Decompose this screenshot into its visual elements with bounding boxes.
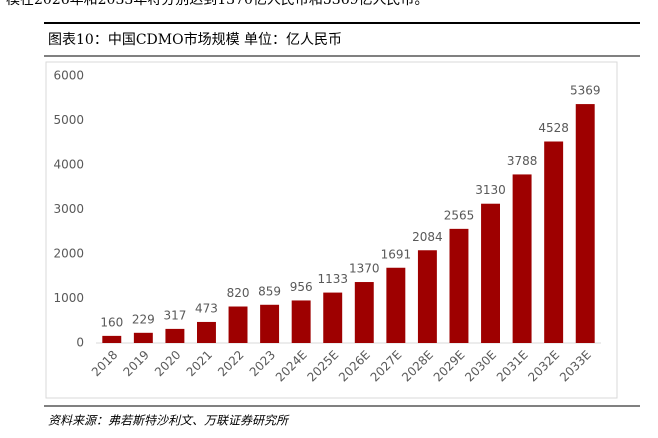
value-label: 1133 — [317, 272, 348, 286]
bar — [228, 306, 248, 343]
bar — [512, 174, 532, 343]
x-tick-label: 2019 — [120, 348, 151, 379]
value-label: 2565 — [444, 208, 475, 222]
bar — [544, 141, 564, 343]
value-label: 1370 — [349, 262, 380, 276]
y-tick-label: 1000 — [53, 291, 84, 305]
x-tick-label: 2033E — [557, 348, 594, 385]
y-tick-label: 5000 — [53, 113, 84, 127]
y-tick-label: 0 — [76, 336, 84, 350]
bar — [197, 321, 216, 343]
bar — [323, 292, 343, 343]
value-label: 3130 — [475, 183, 506, 197]
x-tick-label: 2024E — [273, 348, 310, 385]
chart-frame — [45, 61, 618, 399]
x-tick-label: 2029E — [431, 348, 468, 385]
x-tick-label: 2021 — [184, 348, 215, 379]
value-label: 956 — [290, 280, 313, 294]
value-label: 160 — [100, 315, 123, 329]
x-tick-label: 2027E — [368, 348, 405, 385]
bar — [417, 250, 437, 343]
value-label: 317 — [163, 308, 186, 322]
bar — [165, 328, 185, 343]
x-tick-label: 2028E — [399, 348, 436, 385]
y-tick-label: 6000 — [53, 69, 84, 83]
bar — [481, 203, 500, 343]
y-tick-label: 2000 — [53, 247, 84, 261]
bar — [386, 267, 406, 343]
bar — [575, 104, 595, 343]
x-tick-label: 2025E — [304, 348, 341, 385]
x-tick-label: 2031E — [494, 348, 531, 385]
bar — [133, 332, 153, 343]
x-tick-label: 2030E — [462, 348, 499, 385]
bar — [102, 335, 122, 343]
source-note: 资料来源：弗若斯特沙利文、万联证券研究所 — [48, 414, 290, 428]
plot: 0 1000 2000 3000 4000 5000 6000 2018 160 2019 229 2… — [53, 69, 601, 385]
value-label: 473 — [195, 301, 218, 315]
value-label: 229 — [132, 312, 155, 326]
bar — [354, 282, 374, 343]
x-tick-label: 2022 — [215, 348, 246, 379]
value-label: 820 — [227, 286, 250, 300]
bar — [291, 300, 311, 343]
x-tick-label: 2018 — [89, 348, 120, 379]
bar — [449, 228, 469, 343]
y-tick-label: 3000 — [53, 202, 84, 216]
intro-text: 模在2026年和2033年将分别达到1370亿人民币和5369亿人民币。 — [6, 0, 429, 8]
figure-title: 图表10：中国CDMO市场规模 单位：亿人民币 — [48, 31, 342, 48]
value-label: 859 — [258, 284, 281, 298]
value-label: 4528 — [538, 121, 569, 135]
value-label: 2084 — [412, 230, 443, 244]
x-tick-label: 2020 — [152, 348, 183, 379]
value-label: 1691 — [381, 247, 412, 261]
x-tick-label: 2032E — [525, 348, 562, 385]
x-tick-label: 2026E — [336, 348, 373, 385]
value-label: 5369 — [570, 84, 601, 98]
bar — [260, 304, 280, 343]
value-label: 3788 — [507, 154, 538, 168]
y-tick-label: 4000 — [53, 158, 84, 172]
